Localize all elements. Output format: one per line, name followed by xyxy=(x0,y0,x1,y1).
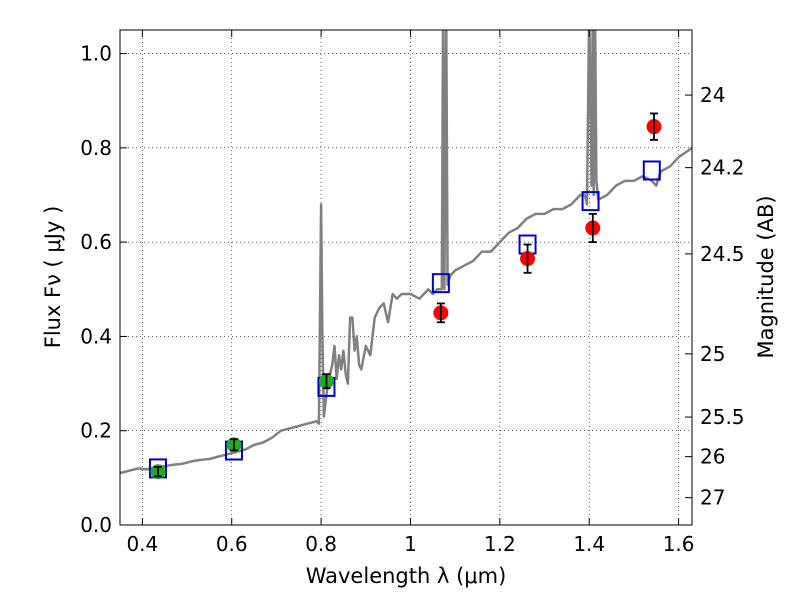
right-tick-label: 24 xyxy=(700,83,725,107)
x-tick-label: 1 xyxy=(404,532,417,556)
axis-ticks: 0.4 0.6 0.8 1 1.2 1.4 1.6 0.0 0.2 0.4 0.6 0.8 1.0 24 2… xyxy=(80,30,745,556)
model-photometry-square xyxy=(431,273,450,294)
y-tick-label: 0.4 xyxy=(80,324,112,348)
x-tick-label: 0.4 xyxy=(126,532,158,556)
model-photometry-square xyxy=(581,191,600,212)
y-tick-label: 1.0 xyxy=(80,42,112,66)
right-tick-label: 25.5 xyxy=(700,405,745,429)
right-tick-label: 27 xyxy=(700,486,725,510)
right-tick-label: 26 xyxy=(700,445,725,469)
x-axis-label: Wavelength λ (μm) xyxy=(306,564,507,588)
right-tick-label: 24.5 xyxy=(700,242,745,266)
x-tick-label: 0.8 xyxy=(305,532,337,556)
y-tick-label: 0.8 xyxy=(80,136,112,160)
y-tick-label: 0.0 xyxy=(80,513,112,537)
plot-frame xyxy=(119,29,693,526)
model-photometry-square xyxy=(642,160,661,181)
right-tick-label: 24.2 xyxy=(700,156,745,180)
right-tick-label: 25 xyxy=(700,342,725,366)
y-tick-label: 0.6 xyxy=(80,230,112,254)
y-tick-label: 0.2 xyxy=(80,419,112,443)
spectrum-line xyxy=(120,30,692,475)
right-axis-label: Magnitude (AB) xyxy=(754,195,778,358)
x-tick-label: 0.6 xyxy=(216,532,248,556)
plot-area xyxy=(120,30,692,525)
y-axis-label: Flux Fν ( μJy ) xyxy=(41,206,65,349)
x-tick-label: 1.2 xyxy=(484,532,516,556)
x-tick-label: 1.4 xyxy=(573,532,605,556)
plot-content xyxy=(120,30,692,480)
x-tick-label: 1.6 xyxy=(663,532,695,556)
